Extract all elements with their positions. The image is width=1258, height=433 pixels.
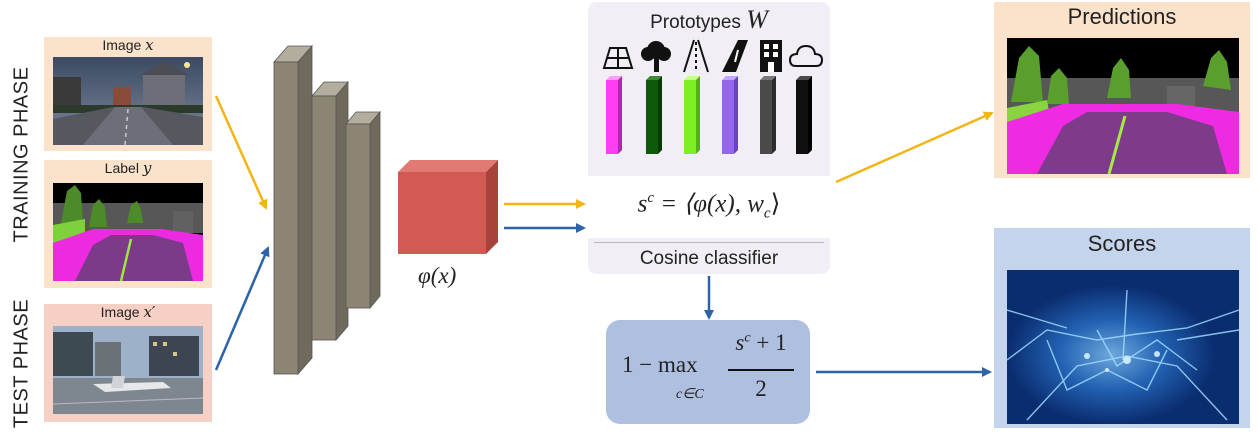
- predictions-segmentation-map: [1007, 38, 1239, 174]
- predictions-title: Predictions: [1067, 4, 1177, 29]
- feature-label: φ(x): [418, 263, 457, 288]
- classifier-card: Prototypes W: [588, 2, 830, 274]
- input-image-x-card: Image x: [44, 37, 212, 151]
- feature-block: [398, 160, 498, 254]
- score-formula-fraction-bar: [728, 369, 794, 371]
- classifier-footer: Cosine classifier: [639, 248, 779, 269]
- input-image-x-prime-card: Image x′: [44, 304, 212, 422]
- lane-marking-icon: [683, 39, 709, 73]
- scores-card: Scores: [994, 228, 1250, 428]
- prototype-icons-row: [602, 39, 824, 73]
- score-formula-subscript: c∈C: [676, 387, 704, 402]
- encoder-block-1: [273, 44, 313, 376]
- input-image-x-title: Image x: [102, 36, 154, 54]
- prototype-bar-road-perspective: [722, 76, 738, 154]
- encoder-block-3: [345, 110, 381, 310]
- score-formula-numerator: sc + 1: [735, 330, 787, 355]
- predictions-card: Predictions: [994, 2, 1250, 178]
- cosine-similarity-formula: sc = ⟨φ(x), wc⟩: [588, 176, 830, 238]
- road-icon: [602, 47, 634, 69]
- input-image-x-photo: [53, 57, 203, 145]
- train-arrow-to-predictions: [835, 111, 994, 184]
- road-perspective-icon: [722, 40, 748, 72]
- building-icon: [760, 40, 782, 72]
- test-arrow-to-network: [214, 246, 270, 371]
- prototype-bars: [606, 76, 812, 154]
- scores-title: Scores: [1087, 231, 1157, 256]
- cloud-icon: [788, 44, 824, 67]
- anomaly-score-formula-box: 1 − max c∈C sc + 1 2: [606, 320, 810, 424]
- score-formula-prefix: 1 − max: [622, 352, 698, 377]
- prototype-bar-road: [606, 76, 622, 154]
- prototype-bar-lane: [684, 76, 700, 154]
- input-label-y-title: Label y: [104, 159, 152, 177]
- prototype-bar-tree: [646, 76, 662, 154]
- encoder-block-2: [311, 80, 349, 342]
- input-label-y-card: Label y: [44, 160, 212, 288]
- score-formula-denominator: 2: [755, 376, 767, 401]
- tree-icon: [641, 41, 671, 72]
- train-arrow-to-network: [214, 95, 268, 210]
- prototypes-title: Prototypes W: [650, 5, 768, 34]
- input-label-y-segmentation: [53, 183, 203, 281]
- input-image-x-prime-photo: [53, 326, 203, 414]
- prototype-bar-cloud: [796, 76, 812, 154]
- classifier-divider: [594, 242, 824, 243]
- anomaly-score-heatmap: [1007, 270, 1239, 424]
- prototype-bar-building: [760, 76, 776, 154]
- input-image-x-prime-title: Image x′: [100, 303, 156, 321]
